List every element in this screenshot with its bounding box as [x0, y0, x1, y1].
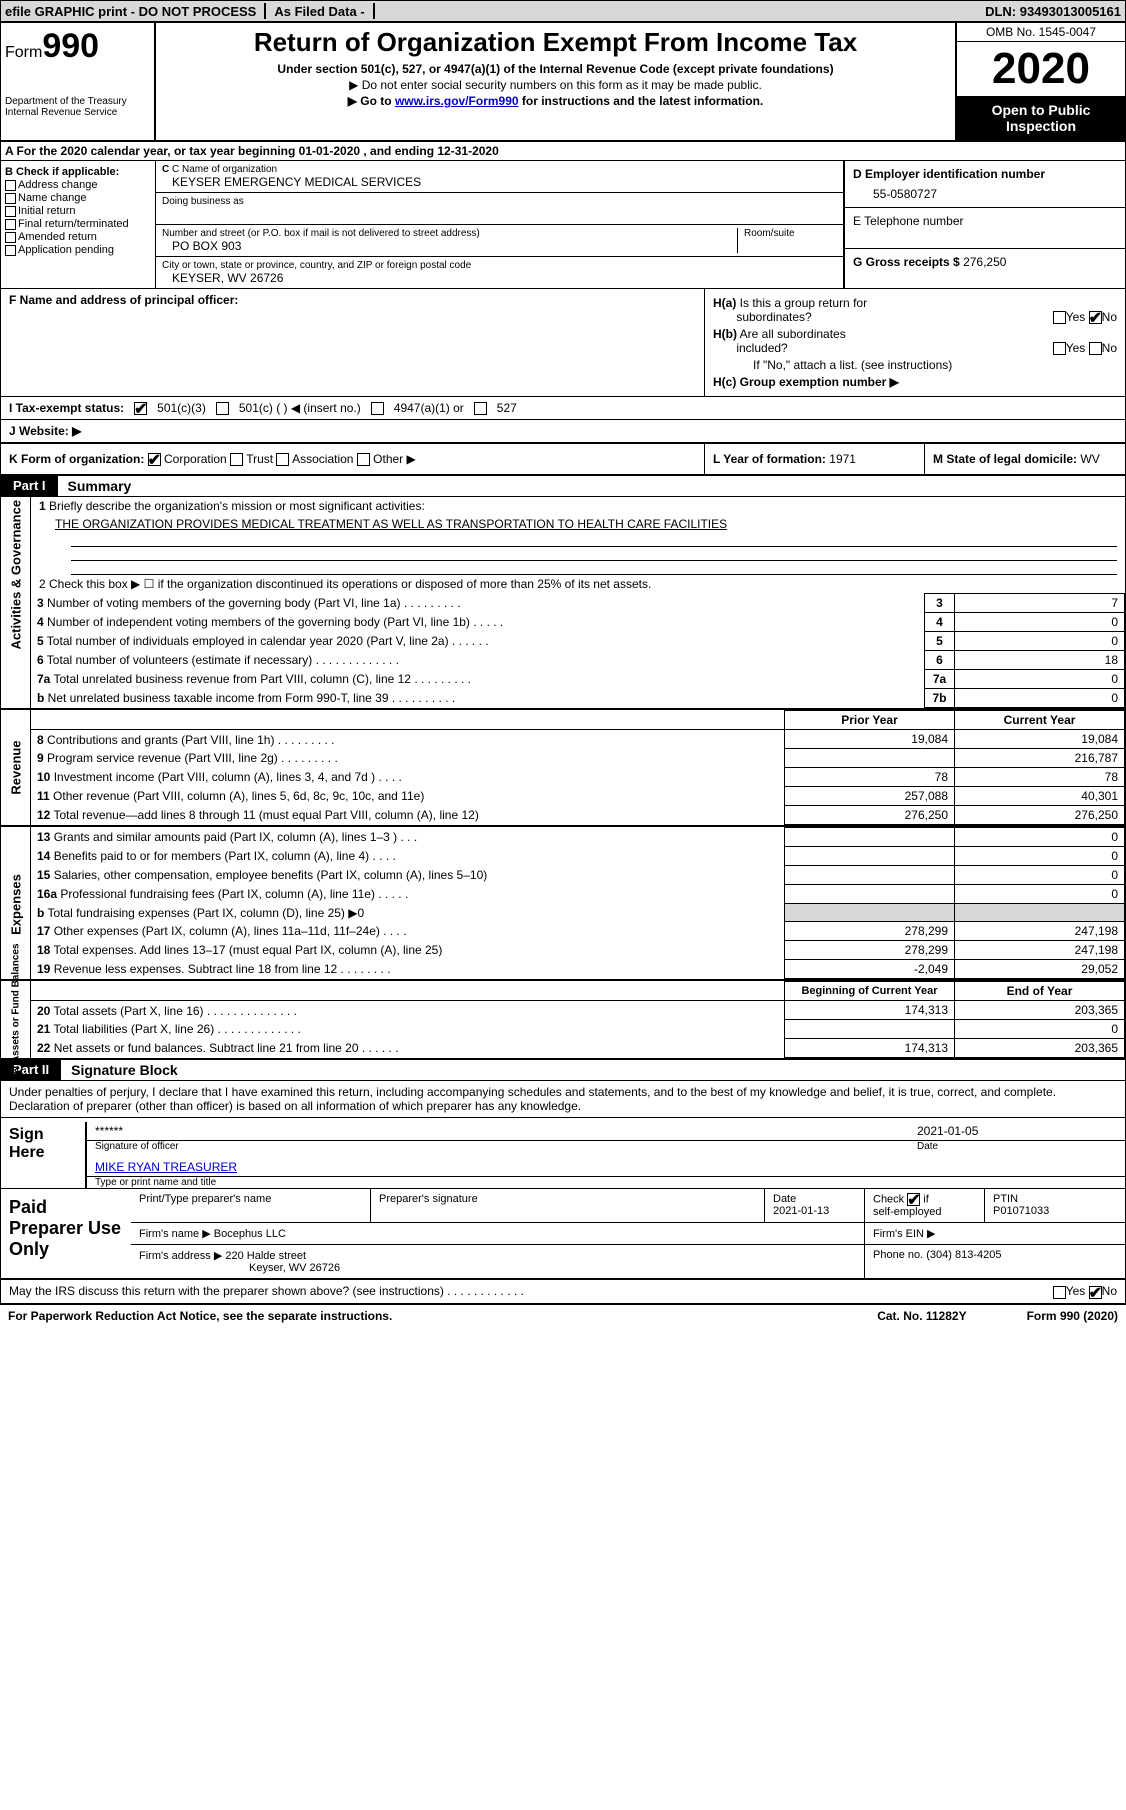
- header-right: OMB No. 1545-0047 2020 Open to Public In…: [955, 23, 1125, 140]
- section-b: B Check if applicable: Address change Na…: [1, 161, 156, 288]
- part-i-header: Part I Summary: [1, 476, 1125, 497]
- header-center: Return of Organization Exempt From Incom…: [156, 23, 955, 140]
- mission: THE ORGANIZATION PROVIDES MEDICAL TREATM…: [39, 517, 1117, 531]
- paperwork-notice: For Paperwork Reduction Act Notice, see …: [8, 1309, 817, 1323]
- org-name: KEYSER EMERGENCY MEDICAL SERVICES: [162, 175, 837, 189]
- vtab-netassets: Net Assets or Fund Balances: [11, 962, 22, 1082]
- sign-here-label: Sign Here: [1, 1118, 81, 1188]
- vtab-revenue: Revenue: [9, 703, 24, 833]
- section-f: F Name and address of principal officer:: [1, 289, 705, 396]
- form-title: Return of Organization Exempt From Incom…: [164, 27, 947, 58]
- section-h: H(a) Is this a group return for subordin…: [705, 289, 1125, 396]
- asfiled-label: As Filed Data -: [274, 4, 364, 19]
- irs-link[interactable]: www.irs.gov/Form990: [395, 94, 519, 108]
- penalty-text: Under penalties of perjury, I declare th…: [1, 1081, 1125, 1118]
- cat-no: Cat. No. 11282Y: [877, 1309, 966, 1323]
- header-left: Form990 Department of the Treasury Inter…: [1, 23, 156, 140]
- vtab-activities: Activities & Governance: [9, 520, 24, 650]
- efile-label: efile GRAPHIC print - DO NOT PROCESS: [5, 4, 256, 19]
- gross-receipts: 276,250: [963, 255, 1006, 269]
- paid-preparer-label: Paid Preparer Use Only: [1, 1189, 131, 1278]
- form-footer: Form 990 (2020): [1027, 1309, 1118, 1323]
- part-ii-header: Part II Signature Block: [1, 1060, 1125, 1081]
- officer-name[interactable]: MIKE RYAN TREASURER: [95, 1160, 237, 1174]
- row-klm: K Form of organization: Corporation Trus…: [1, 444, 1125, 476]
- ein: 55-0580727: [853, 181, 1117, 201]
- row-j: J Website: ▶: [1, 420, 1125, 444]
- dln: DLN: 93493013005161: [985, 4, 1121, 19]
- row-i: I Tax-exempt status: 501(c)(3) 501(c) ( …: [1, 397, 1125, 420]
- row-a: A For the 2020 calendar year, or tax yea…: [1, 142, 1125, 161]
- top-bar: efile GRAPHIC print - DO NOT PROCESS As …: [0, 0, 1126, 22]
